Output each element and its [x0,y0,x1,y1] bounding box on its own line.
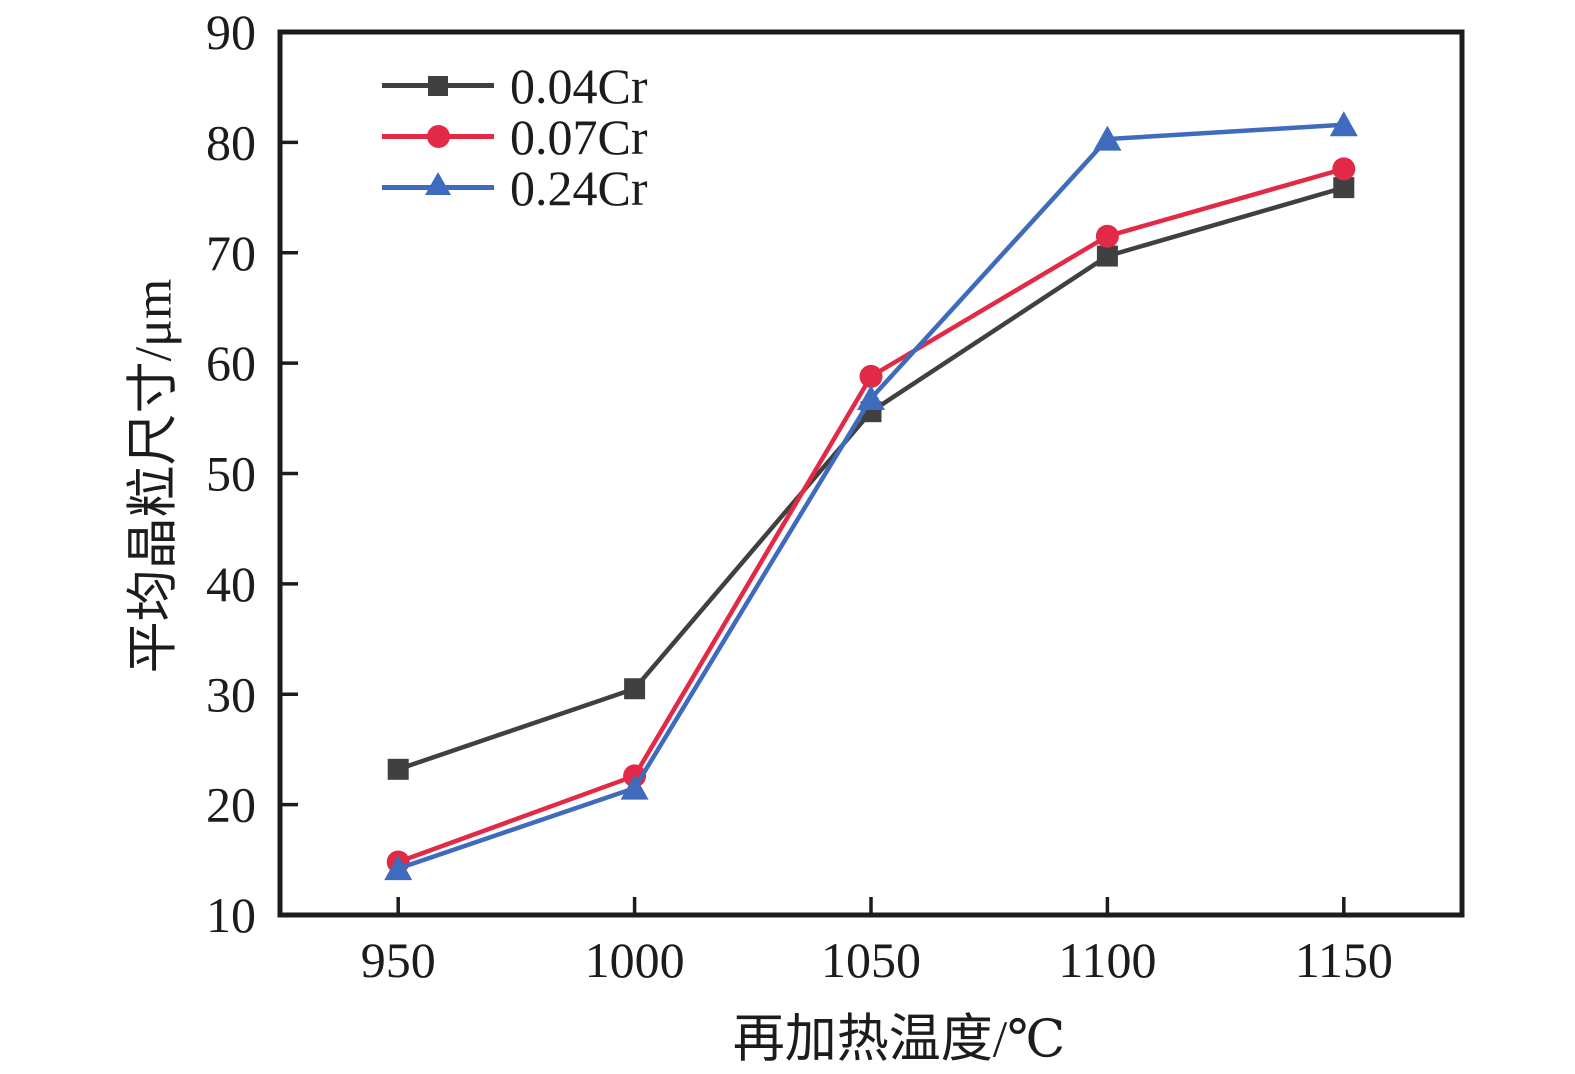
legend-label: 0.24Cr [510,159,648,216]
y-tick-label: 90 [206,4,256,60]
y-tick-label: 10 [206,887,256,943]
circle-marker-icon [1095,224,1119,248]
square-marker-icon [1333,177,1355,199]
y-axis-title: 平均晶粒尺寸/μm [125,278,183,674]
y-tick-label: 20 [206,777,256,833]
y-tick-label: 40 [206,556,256,612]
x-tick-label: 1000 [585,932,685,988]
y-tick-label: 80 [206,114,256,170]
series-0.04Cr [387,177,1355,780]
y-tick-label: 60 [206,335,256,391]
x-tick-label: 1100 [1058,932,1156,988]
legend-item-007cr: 0.07Cr [382,111,648,162]
triangle-marker-icon [425,171,451,195]
series-line [397,166,1345,865]
series-line [397,185,1345,772]
legend-swatch-circle [382,122,494,152]
x-tick-label: 950 [361,932,436,988]
x-tick-label: 1150 [1295,932,1393,988]
square-marker-icon [624,678,646,700]
legend-item-024cr: 0.24Cr [382,162,648,213]
legend: 0.04Cr 0.07Cr 0.24Cr [382,60,648,213]
x-axis-title: 再加热温度/℃ [732,1011,1066,1069]
circle-marker-icon [859,364,883,388]
legend-swatch-triangle [382,171,494,203]
triangle-marker-icon [1093,125,1122,151]
square-marker-icon [428,75,448,96]
circle-marker-icon [426,125,450,148]
y-tick-label: 30 [206,666,256,722]
triangle-marker-icon [384,855,413,881]
triangle-marker-icon [620,774,649,800]
square-marker-icon [387,758,409,780]
triangle-marker-icon [857,384,885,410]
series-line [397,122,1344,871]
legend-label: 0.04Cr [510,57,648,114]
series-0.24Cr [384,111,1358,881]
y-tick-label: 70 [206,225,256,281]
triangle-marker-icon [1329,111,1358,137]
series-0.07Cr [386,157,1356,874]
x-tick-label: 1050 [821,932,921,988]
square-marker-icon [1096,245,1118,267]
legend-item-004cr: 0.04Cr [382,60,648,111]
legend-label: 0.07Cr [510,108,648,165]
circle-marker-icon [1332,157,1356,181]
legend-swatch-square [382,71,494,101]
y-tick-label: 50 [206,446,256,502]
